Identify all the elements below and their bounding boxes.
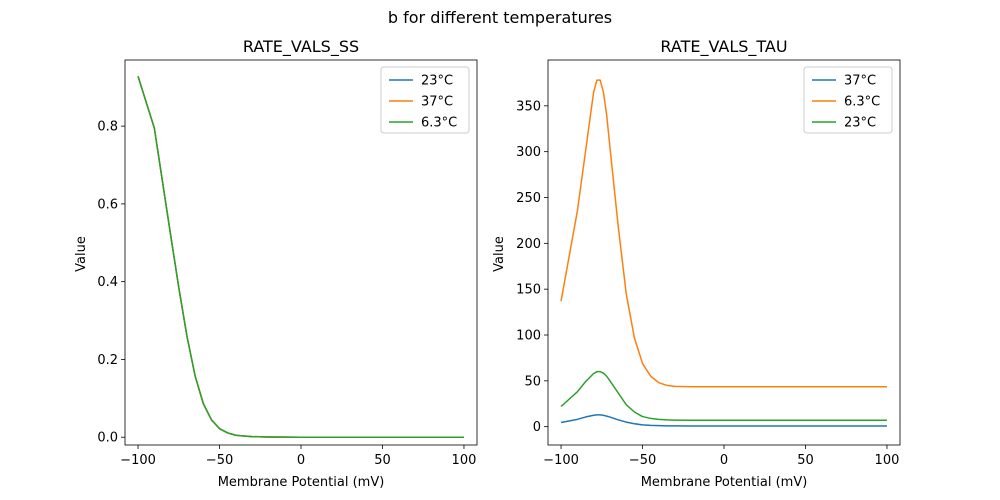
series-line-2 [137,76,464,438]
y-tick-label: 350 [516,99,541,114]
x-tick-label: 100 [875,453,900,468]
legend-box [380,66,470,134]
series-line-1 [560,79,887,388]
y-axis-label: Value [74,236,89,272]
plot-area: −100 −50 0 50 100 0 50 100 150 200 250 300 350 37°C 6.… [516,59,901,468]
legend-label-2: 23°C [844,116,876,131]
legend-label-2: 6.3°C [421,116,457,131]
y-tick-label: 0.4 [97,275,118,290]
y-tick-label: 250 [516,191,541,206]
legend: 23°C 37°C 6.3°C [380,66,470,134]
subplot-title: RATE_VALS_SS [243,37,359,57]
y-tick-label: 0.8 [97,120,118,135]
subplot-title: RATE_VALS_TAU [660,37,787,57]
x-tick-label: 0 [297,453,305,468]
series-line-2 [560,370,887,421]
legend-label-1: 6.3°C [844,95,880,110]
y-axis-label: Value [492,236,507,272]
y-tick-label: 0.0 [97,431,118,446]
y-tick-label: 50 [524,374,541,389]
y-tick-label: 100 [516,329,541,344]
y-tick-label: 0 [533,420,541,435]
x-tick-label: 0 [720,453,728,468]
x-tick-label: −50 [206,453,233,468]
x-tick-label: 50 [374,453,391,468]
y-tick-label: 300 [516,145,541,160]
x-axis-label: Membrane Potential (mV) [641,475,808,490]
subplot-rate-vals-tau: RATE_VALS_TAU Membrane Potential (mV) Va… [492,37,901,490]
legend-label-1: 37°C [421,95,453,110]
x-tick-label: 100 [452,453,477,468]
legend-label-0: 23°C [421,74,453,89]
x-tick-label: −100 [120,453,156,468]
y-tick-label: 0.6 [97,197,118,212]
y-tick-label: 150 [516,283,541,298]
subplot-rate-vals-ss: RATE_VALS_SS Membrane Potential (mV) Val… [74,37,478,490]
y-tick-label: 0.2 [97,353,118,368]
legend: 37°C 6.3°C 23°C [803,66,893,134]
series-line-0 [560,414,887,427]
x-tick-label: −50 [629,453,656,468]
figure-title: b for different temperatures [388,8,612,27]
y-tick-label: 200 [516,237,541,252]
x-tick-label: −100 [543,453,579,468]
legend-box [803,66,893,134]
x-tick-label: 50 [797,453,814,468]
legend-label-0: 37°C [844,74,876,89]
plot-area: −100 −50 0 50 100 0.0 0.2 0.4 0.6 0.8 23°C 37°C 6.3°… [97,59,478,468]
x-axis-label: Membrane Potential (mV) [218,475,385,490]
